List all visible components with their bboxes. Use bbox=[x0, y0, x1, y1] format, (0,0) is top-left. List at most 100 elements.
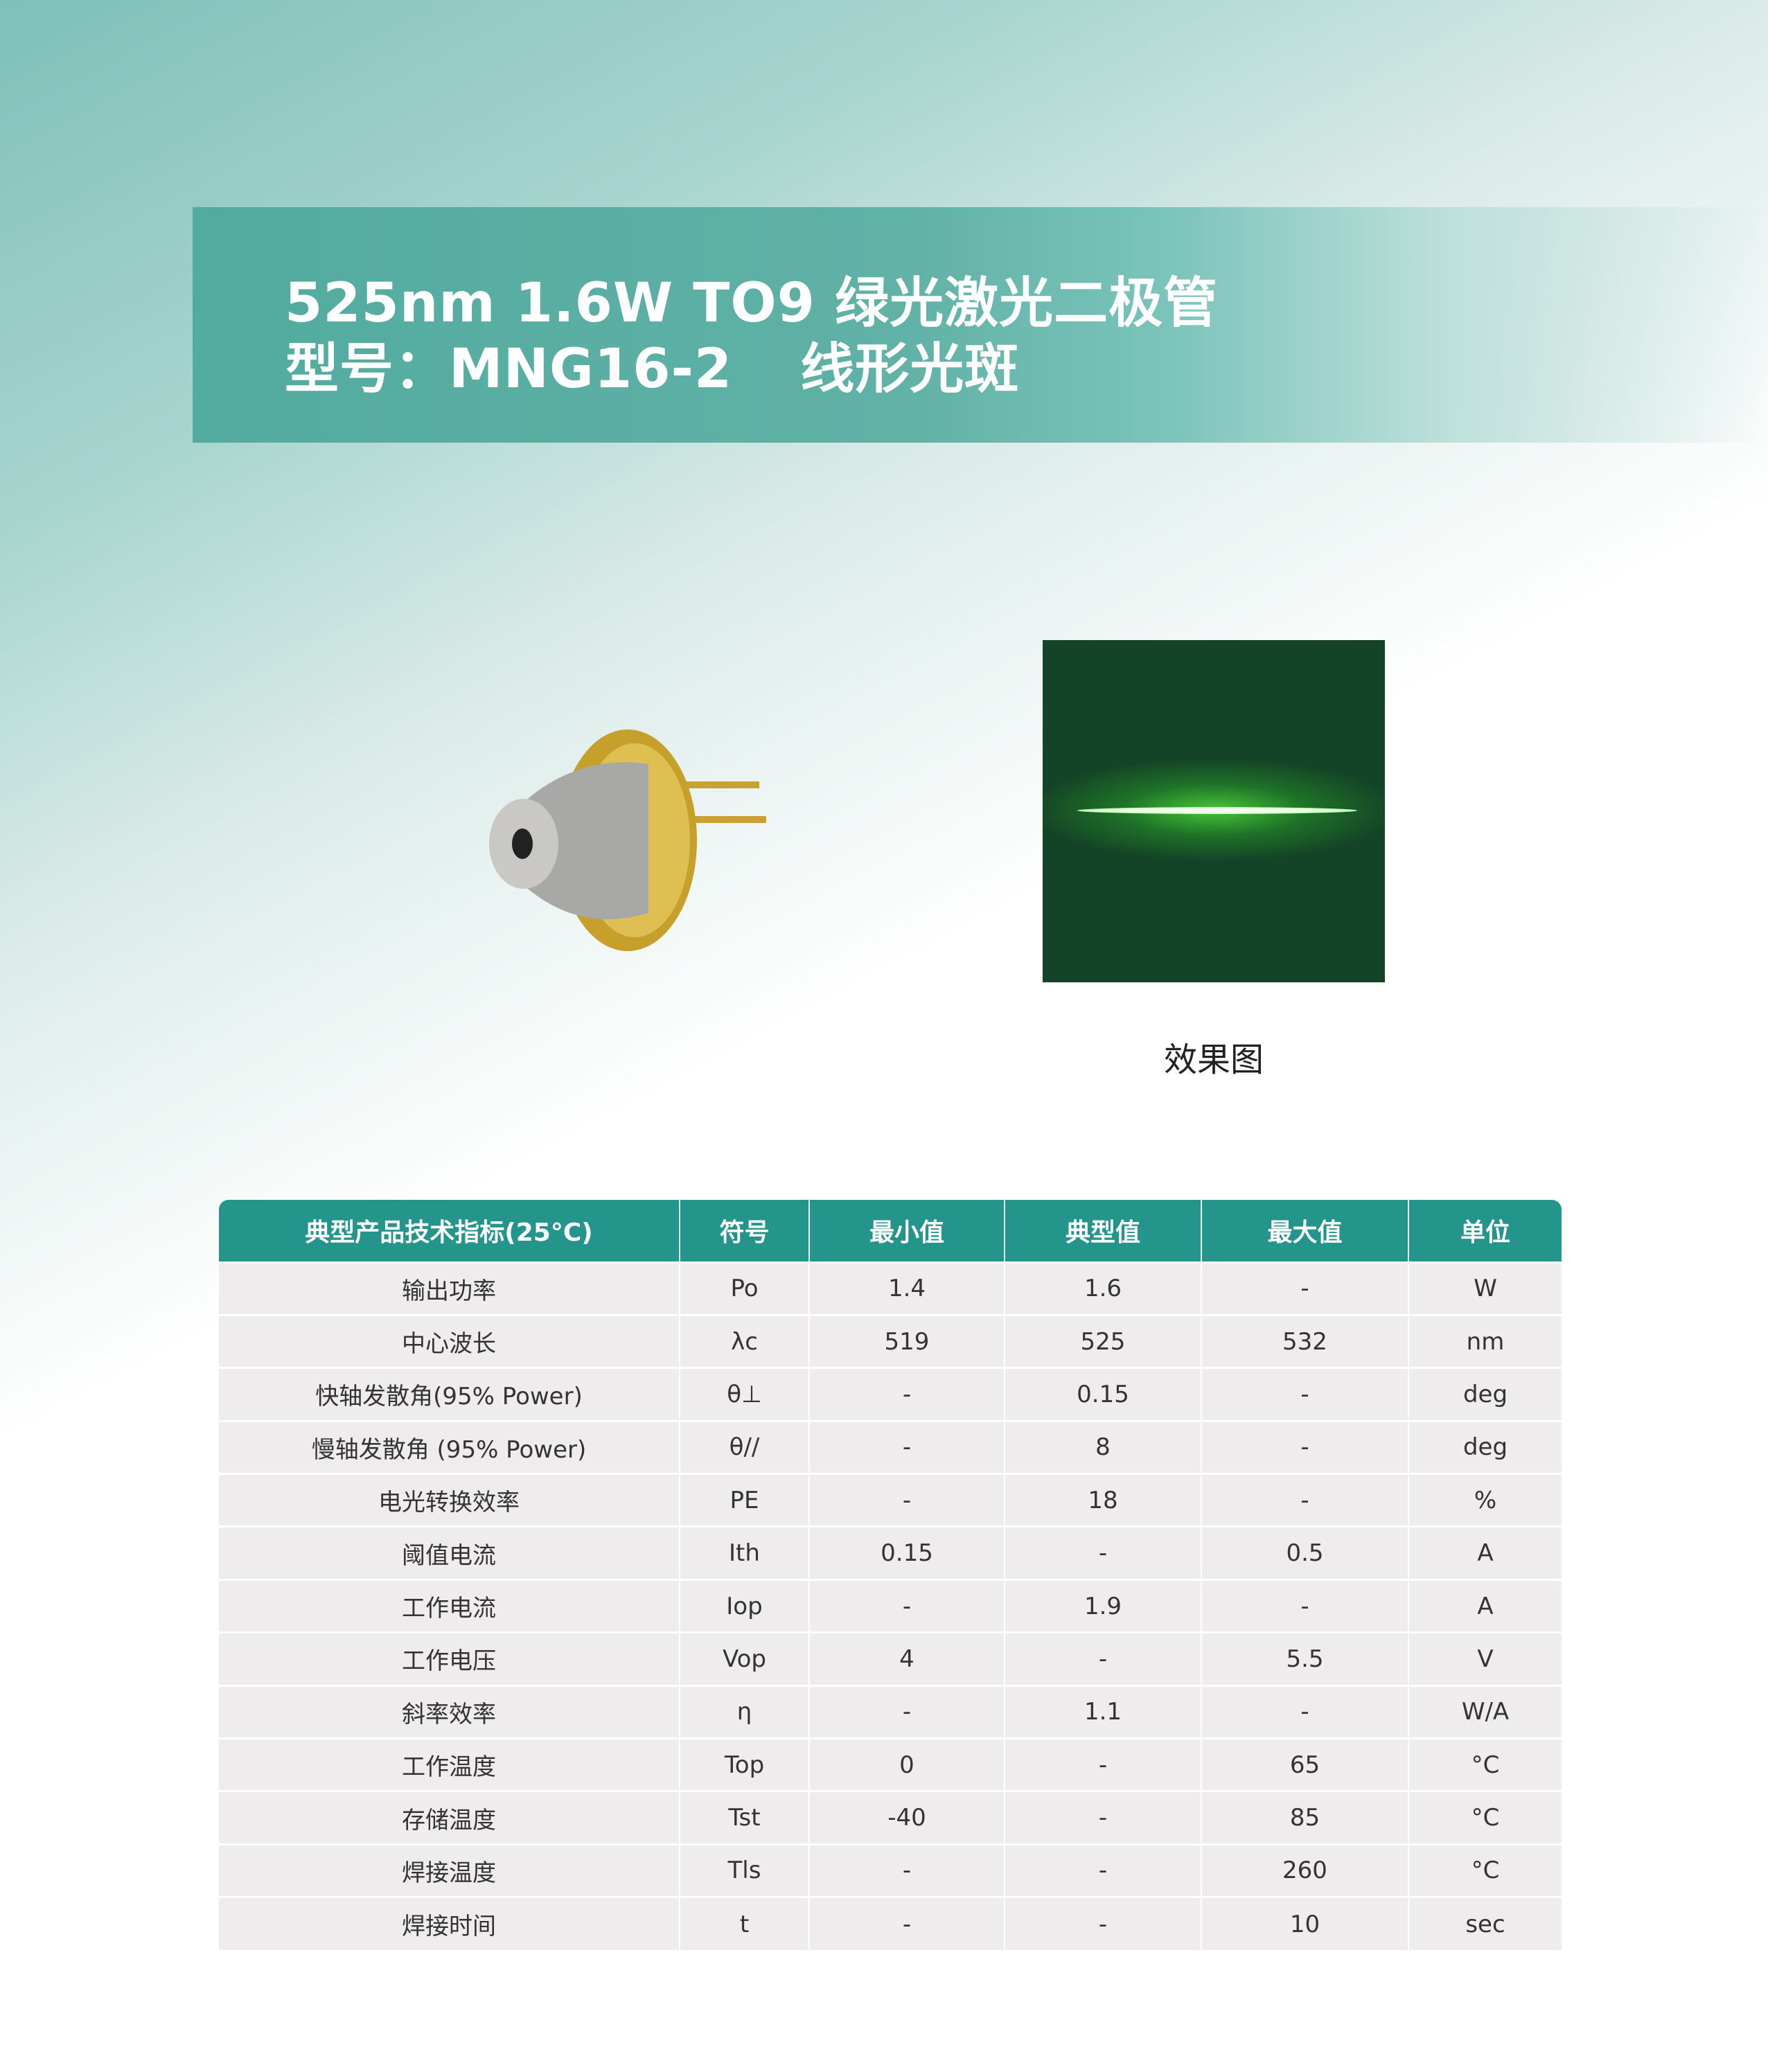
table-cell: - bbox=[809, 1578, 1005, 1633]
table-row: 焊接时间 t - -10 sec bbox=[219, 1896, 1562, 1951]
table-cell: 1.1 bbox=[1005, 1684, 1202, 1739]
table-cell: A bbox=[1408, 1525, 1562, 1580]
table-cell: - bbox=[809, 1473, 1005, 1527]
table-header-row: 典型产品技术指标(25°C) 符号 最小值 典型值 最大值 单位 bbox=[219, 1200, 1562, 1262]
table-cell: 电光转换效率 bbox=[219, 1473, 680, 1527]
table-cell: 0 bbox=[809, 1737, 1005, 1791]
model-label: 型号：MNG16-2 bbox=[285, 338, 733, 400]
table-cell: - bbox=[1005, 1790, 1202, 1845]
beam-line bbox=[1077, 807, 1357, 814]
table-cell: PE bbox=[680, 1473, 810, 1527]
column-header: 典型产品技术指标(25°C) bbox=[219, 1200, 680, 1262]
table-cell: 519 bbox=[809, 1313, 1005, 1368]
laser-diode-image bbox=[489, 729, 766, 951]
column-header: 最大值 bbox=[1201, 1200, 1409, 1262]
table-cell: - bbox=[1201, 1684, 1409, 1739]
table-cell: A bbox=[1408, 1578, 1562, 1633]
column-header: 符号 bbox=[680, 1200, 810, 1262]
table-cell: deg bbox=[1408, 1367, 1562, 1422]
table-cell: 存储温度 bbox=[219, 1790, 680, 1845]
table-cell: - bbox=[809, 1367, 1005, 1422]
table-cell: nm bbox=[1408, 1313, 1562, 1368]
table-cell: °C bbox=[1408, 1790, 1562, 1845]
table-row: 快轴发散角(95% Power) θ⊥ -0.15- deg bbox=[219, 1367, 1562, 1422]
beam-effect-image bbox=[1043, 640, 1385, 982]
table-cell: 5.5 bbox=[1201, 1631, 1409, 1686]
table-cell: Vop bbox=[680, 1631, 810, 1686]
table-cell: 输出功率 bbox=[219, 1261, 680, 1316]
title-banner bbox=[193, 207, 1768, 443]
table-cell: θ// bbox=[680, 1419, 810, 1474]
table-row: 慢轴发散角 (95% Power) θ//-8- deg bbox=[219, 1419, 1562, 1474]
table-cell: 0.15 bbox=[809, 1525, 1005, 1580]
table-row: 输出功率 Po 1.4 1.6- W bbox=[219, 1261, 1562, 1316]
table-cell: 8 bbox=[1005, 1419, 1202, 1474]
table-cell: 工作电压 bbox=[219, 1631, 680, 1686]
column-header: 典型值 bbox=[1005, 1200, 1202, 1262]
table-cell: - bbox=[1005, 1525, 1202, 1580]
table-cell: 532 bbox=[1201, 1313, 1409, 1368]
table-cell: 0.5 bbox=[1201, 1525, 1409, 1580]
table-cell: W/A bbox=[1408, 1684, 1562, 1739]
table-cell: t bbox=[680, 1896, 810, 1951]
table-cell: Tst bbox=[680, 1790, 810, 1845]
table-cell: Po bbox=[680, 1261, 810, 1316]
table-cell: sec bbox=[1408, 1896, 1562, 1951]
table-cell: - bbox=[1201, 1578, 1409, 1633]
table-cell: Ith bbox=[680, 1525, 810, 1580]
table-cell: Iop bbox=[680, 1578, 810, 1633]
table-cell: 快轴发散角(95% Power) bbox=[219, 1367, 680, 1422]
table-cell: 525 bbox=[1005, 1313, 1202, 1368]
table-row: 阈值电流 Ith 0.15-0.5 A bbox=[219, 1525, 1562, 1580]
table-cell: - bbox=[1201, 1367, 1409, 1422]
table-cell: 1.4 bbox=[809, 1261, 1005, 1316]
table-row: 存储温度 Tst -40-85 °C bbox=[219, 1790, 1562, 1845]
table-cell: Tls bbox=[680, 1843, 810, 1897]
table-cell: θ⊥ bbox=[680, 1367, 810, 1422]
table-row: 中心波长 λc 519 525 532 nm bbox=[219, 1313, 1562, 1368]
table-cell: -40 bbox=[809, 1790, 1005, 1845]
table-cell: 工作温度 bbox=[219, 1737, 680, 1791]
column-header: 最小值 bbox=[809, 1200, 1005, 1262]
table-cell: 阈值电流 bbox=[219, 1525, 680, 1580]
table-cell: - bbox=[1201, 1473, 1409, 1527]
table-cell: - bbox=[1005, 1896, 1202, 1951]
table-cell: 工作电流 bbox=[219, 1578, 680, 1633]
table-cell: Top bbox=[680, 1737, 810, 1791]
table-cell: 1.9 bbox=[1005, 1578, 1202, 1633]
table-row: 电光转换效率 PE -18-% bbox=[219, 1473, 1562, 1527]
table-cell: - bbox=[809, 1896, 1005, 1951]
table-cell: 焊接时间 bbox=[219, 1896, 680, 1951]
product-title: 525nm 1.6W TO9 绿光激光二极管 bbox=[285, 272, 1219, 335]
table-row: 斜率效率 η -1.1- W/A bbox=[219, 1684, 1562, 1739]
table-row: 工作电压 Vop 4-5.5 V bbox=[219, 1631, 1562, 1686]
table-cell: 65 bbox=[1201, 1737, 1409, 1791]
spot-type: 线形光斑 bbox=[800, 338, 1020, 400]
table-cell: - bbox=[809, 1684, 1005, 1739]
table-cell: 10 bbox=[1201, 1896, 1409, 1951]
table-cell: - bbox=[1005, 1737, 1202, 1791]
table-cell: W bbox=[1408, 1261, 1562, 1316]
beam-caption: 效果图 bbox=[1163, 1041, 1264, 1079]
table-cell: - bbox=[1005, 1843, 1202, 1897]
table-cell: % bbox=[1408, 1473, 1562, 1527]
product-model: 型号：MNG16-2 线形光斑 bbox=[285, 326, 1019, 403]
table-cell: V bbox=[1408, 1631, 1562, 1686]
table-cell: - bbox=[809, 1419, 1005, 1474]
table-cell: - bbox=[1005, 1631, 1202, 1686]
table-cell: 0.15 bbox=[1005, 1367, 1202, 1422]
table-cell: °C bbox=[1408, 1843, 1562, 1897]
table-row: 工作温度 Top 0-65 °C bbox=[219, 1737, 1562, 1791]
table-cell: 1.6 bbox=[1005, 1261, 1202, 1316]
table-cell: 焊接温度 bbox=[219, 1843, 680, 1897]
table-cell: η bbox=[680, 1684, 810, 1739]
table-cell: 4 bbox=[809, 1631, 1005, 1686]
table-cell: - bbox=[1201, 1261, 1409, 1316]
table-row: 焊接温度 Tls - -260 °C bbox=[219, 1843, 1562, 1897]
table-cell: λc bbox=[680, 1313, 810, 1368]
column-header: 单位 bbox=[1408, 1200, 1562, 1262]
spec-table: 典型产品技术指标(25°C) 符号 最小值 典型值 最大值 单位 输出功率 Po 1.4 1.6… bbox=[219, 1200, 1562, 1951]
table-cell: 260 bbox=[1201, 1843, 1409, 1897]
table-cell: 斜率效率 bbox=[219, 1684, 680, 1739]
table-cell: - bbox=[809, 1843, 1005, 1897]
